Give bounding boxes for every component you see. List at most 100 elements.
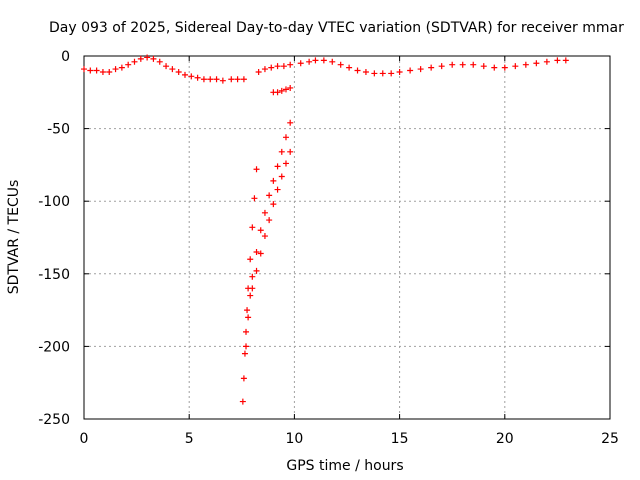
data-point	[243, 343, 250, 350]
data-point	[207, 76, 214, 83]
data-point	[388, 70, 395, 77]
data-point	[287, 61, 294, 68]
y-tick-label: -250	[38, 412, 70, 428]
data-point	[282, 160, 289, 167]
data-point	[282, 134, 289, 141]
data-point	[266, 217, 273, 224]
x-axis-label: GPS time / hours	[286, 458, 403, 474]
data-point	[175, 68, 182, 75]
data-point	[396, 68, 403, 75]
data-point	[297, 60, 304, 67]
data-point	[234, 76, 241, 83]
data-point	[213, 76, 220, 83]
data-point	[282, 86, 289, 93]
data-point	[354, 67, 361, 74]
data-point	[249, 224, 256, 231]
y-tick-label: -50	[47, 122, 70, 138]
data-point	[533, 60, 540, 67]
x-tick-label: 5	[185, 431, 194, 447]
series-4	[243, 119, 294, 350]
data-point	[163, 63, 170, 70]
y-tick-label: -100	[38, 194, 70, 210]
data-point	[274, 63, 281, 70]
data-point	[278, 87, 285, 94]
data-point	[257, 250, 264, 257]
data-point	[470, 61, 477, 68]
data-point	[480, 63, 487, 70]
data-point	[194, 74, 201, 81]
y-tick-label: -150	[38, 267, 70, 283]
data-point	[131, 58, 138, 65]
series-2	[297, 57, 569, 77]
axis-ticks: 0 5 10 15 20 25 0 -50 -100 -150 -200 -250	[38, 49, 619, 447]
data-point	[255, 68, 262, 75]
data-point	[287, 148, 294, 155]
data-point	[244, 307, 251, 314]
plot-frame	[83, 55, 611, 420]
data-point	[112, 66, 119, 73]
data-point	[188, 73, 195, 80]
chart-title: Day 093 of 2025, Sidereal Day-to-day VTE…	[49, 20, 624, 36]
data-point	[428, 64, 435, 71]
y-axis-label: SDTVAR / TECUs	[6, 180, 22, 295]
data-point	[169, 66, 176, 73]
data-point	[241, 350, 248, 357]
data-point	[371, 70, 378, 77]
data-point	[240, 76, 247, 83]
data-point	[125, 61, 132, 68]
grid	[84, 56, 610, 419]
data-point	[243, 328, 250, 335]
data-point	[280, 63, 287, 70]
x-tick-label: 15	[391, 431, 409, 447]
data-point	[270, 177, 277, 184]
data-point	[337, 61, 344, 68]
data-point	[261, 66, 268, 73]
data-point	[320, 57, 327, 64]
x-tick-label: 10	[285, 431, 303, 447]
data-point	[253, 267, 260, 274]
data-point	[156, 58, 163, 65]
data-point	[247, 256, 254, 263]
data-point	[228, 76, 235, 83]
data-point	[81, 66, 87, 73]
data-point	[287, 119, 294, 126]
series-5	[249, 148, 294, 292]
data-point	[200, 76, 207, 83]
x-tick-label: 20	[496, 431, 514, 447]
x-tick-label: 0	[80, 431, 89, 447]
data-point	[459, 61, 466, 68]
data-point	[522, 61, 529, 68]
series-6	[270, 84, 294, 96]
series-1	[255, 61, 294, 75]
y-tick-label: -200	[38, 339, 70, 355]
data-point	[257, 227, 264, 234]
data-point	[346, 64, 353, 71]
data-point	[137, 55, 144, 62]
data-point	[249, 285, 256, 292]
data-point	[247, 292, 254, 299]
data-point	[261, 209, 268, 216]
data-point	[261, 233, 268, 240]
data-point	[379, 70, 386, 77]
data-point	[274, 163, 281, 170]
data-point	[181, 71, 188, 78]
data-point	[512, 63, 519, 70]
data-point	[150, 55, 157, 62]
data-point	[249, 273, 256, 280]
data-point	[251, 195, 258, 202]
data-point	[253, 166, 260, 173]
data-point	[501, 64, 508, 71]
data-point	[312, 57, 319, 64]
data-point	[554, 57, 561, 64]
data-point	[118, 64, 125, 71]
data-point	[87, 67, 94, 74]
data-point	[266, 192, 273, 199]
data-point	[239, 398, 246, 405]
data-point	[562, 57, 569, 64]
data-point	[274, 89, 281, 96]
data-point	[287, 84, 294, 91]
data-point	[268, 64, 275, 71]
data-point	[543, 58, 550, 65]
data-point	[219, 77, 226, 84]
